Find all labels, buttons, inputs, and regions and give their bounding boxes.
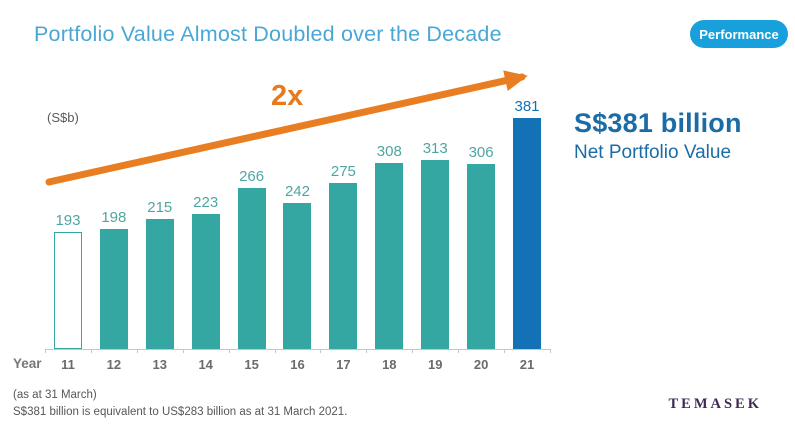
highlight-panel: S$381 billion Net Portfolio Value xyxy=(574,108,742,164)
bar-year-11 xyxy=(53,232,82,349)
net-portfolio-value-amount: S$381 billion xyxy=(574,108,742,138)
bar-cell-year-14: 223 xyxy=(183,194,229,349)
bar-value-label: 308 xyxy=(376,143,402,160)
axis-tick xyxy=(45,349,46,353)
page-title: Portfolio Value Almost Doubled over the … xyxy=(34,22,502,46)
axis-tick xyxy=(458,349,460,353)
x-tick-label-20: 20 xyxy=(473,357,489,372)
bar-cell-year-15: 266 xyxy=(229,168,275,349)
bar-value-label: 275 xyxy=(330,163,356,180)
bar-year-20 xyxy=(467,164,496,349)
bar-cell-year-21: 381 xyxy=(504,98,550,349)
bars-row: 193 198 215 223 266 242 275 308 313 306 381 xyxy=(45,95,551,353)
bar-year-13 xyxy=(145,219,174,349)
axis-tick xyxy=(366,349,368,353)
x-tick-label-18: 18 xyxy=(382,357,397,372)
arrow-annotation-2x: 2x xyxy=(271,80,304,112)
axis-tick xyxy=(182,349,184,353)
bar-cell-year-16: 242 xyxy=(275,183,321,349)
bar-year-14 xyxy=(191,214,220,349)
bar-value-label: 381 xyxy=(514,98,540,115)
x-axis-title: Year xyxy=(13,356,42,371)
axis-tick xyxy=(550,349,551,353)
temasek-logo: TEMASEK xyxy=(668,396,762,412)
footnotes: (as at 31 March) S$381 billion is equiva… xyxy=(13,387,347,420)
bar-year-16 xyxy=(283,203,312,349)
x-tick-label-19: 19 xyxy=(427,357,443,372)
bar-cell-year-20: 306 xyxy=(458,144,504,349)
bar-value-label: 266 xyxy=(239,168,265,185)
bar-value-label: 242 xyxy=(284,183,310,200)
bar-value-label: 215 xyxy=(147,199,173,216)
axis-tick xyxy=(136,349,138,353)
bar-chart: 193 198 215 223 266 242 275 308 313 306 381 11 12 13… xyxy=(45,95,551,372)
x-tick-label-12: 12 xyxy=(106,357,122,372)
bar-year-19 xyxy=(421,160,450,349)
bar-cell-year-19: 313 xyxy=(412,140,458,349)
bar-value-label: 313 xyxy=(422,140,448,157)
bar-value-label: 306 xyxy=(468,144,494,161)
bar-cell-year-13: 215 xyxy=(137,199,183,349)
bar-year-18 xyxy=(375,163,404,349)
x-tick-label-14: 14 xyxy=(198,357,213,372)
bar-cell-year-17: 275 xyxy=(320,163,366,349)
x-tick-label-21: 21 xyxy=(519,357,535,372)
bar-value-label: 198 xyxy=(101,209,127,226)
x-tick-label-16: 16 xyxy=(290,357,305,372)
x-tick-label-11: 11 xyxy=(61,357,75,372)
axis-tick xyxy=(228,349,230,353)
x-tick-label-15: 15 xyxy=(244,357,259,372)
growth-arrow-icon xyxy=(45,70,528,186)
x-axis-labels: 11 12 13 14 15 16 17 18 19 20 21 xyxy=(45,357,550,372)
axis-tick xyxy=(90,349,92,353)
bar-cell-year-11: 193 xyxy=(45,212,91,349)
bar-year-15 xyxy=(237,188,266,349)
bar-cell-year-18: 308 xyxy=(366,143,412,349)
bar-value-label: 193 xyxy=(55,212,81,229)
bar-year-17 xyxy=(329,183,358,349)
bar-value-label: 223 xyxy=(193,194,219,211)
bar-year-21 xyxy=(513,118,542,349)
axis-tick xyxy=(320,349,322,353)
bar-year-12 xyxy=(99,229,128,349)
performance-badge[interactable]: Performance xyxy=(690,20,788,48)
axis-tick xyxy=(504,349,506,353)
bar-cell-year-12: 198 xyxy=(91,209,137,349)
footnote-as-at: (as at 31 March) xyxy=(13,389,97,401)
x-tick-label-17: 17 xyxy=(336,357,351,372)
footnote-usd-equivalent: S$381 billion is equivalent to US$283 bi… xyxy=(13,405,348,418)
x-tick-label-13: 13 xyxy=(152,357,167,372)
axis-tick xyxy=(412,349,414,353)
axis-tick xyxy=(274,349,276,353)
unit-label: (S$b) xyxy=(47,110,79,125)
net-portfolio-value-label: Net Portfolio Value xyxy=(574,142,732,163)
